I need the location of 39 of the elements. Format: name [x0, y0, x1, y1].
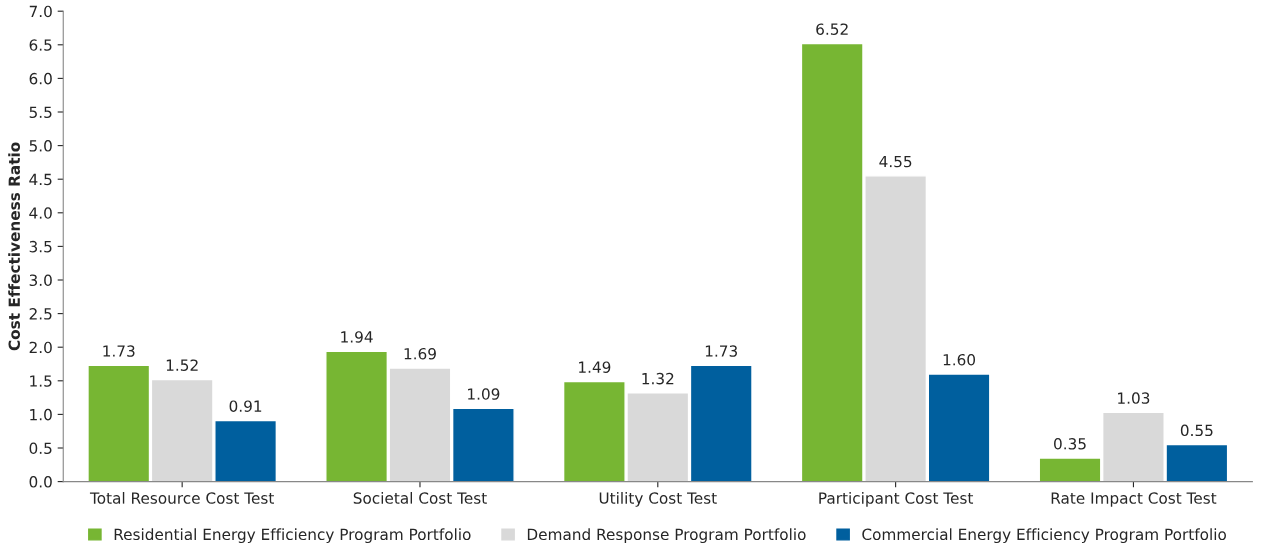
y-tick-label: 4.5 [29, 173, 52, 186]
y-tick-label: 2.0 [29, 341, 52, 354]
data-label: 0.35 [1054, 438, 1086, 450]
data-label: 1.32 [642, 372, 674, 385]
y-tick-label: 3.0 [29, 274, 52, 287]
y-tick-label: 0.5 [29, 442, 52, 455]
y-tick-label: 2.5 [29, 308, 52, 320]
data-label: 1.60 [943, 354, 976, 366]
data-label: 4.55 [879, 155, 912, 168]
data-label: 1.73 [103, 345, 135, 357]
y-axis-title: Cost Effectiveness Ratio [8, 142, 21, 351]
y-tick-label: 5.0 [29, 140, 52, 152]
data-label: 1.49 [579, 361, 611, 373]
x-tick-label: Societal Cost Test [353, 492, 487, 504]
data-label: 1.73 [705, 345, 737, 357]
y-tick-label: 1.5 [30, 375, 52, 387]
data-label: 0.55 [1180, 424, 1213, 437]
x-tick-label: Rate Impact Cost Test [1051, 492, 1217, 507]
data-label: 1.69 [404, 347, 436, 360]
y-tick-label: 5.5 [29, 106, 52, 119]
data-label: 1.52 [166, 359, 198, 371]
legend-label: Residential Energy Efficiency Program Portfolio [114, 528, 471, 544]
data-label: 1.09 [468, 388, 500, 400]
x-tick-label: Utility Cost Test [599, 492, 717, 507]
y-tick-label: 7.0 [29, 5, 52, 18]
legend-label: Demand Response Program Portfolio [527, 528, 806, 544]
y-tick-label: 6.0 [29, 72, 52, 85]
x-tick-label: Total Resource Cost Test [89, 492, 274, 504]
y-tick-label: 4.0 [29, 207, 52, 219]
y-tick-label: 0.0 [29, 476, 52, 488]
y-tick-label: 6.5 [29, 39, 52, 51]
y-tick-label: 3.5 [29, 240, 52, 253]
data-label: 1.94 [341, 331, 373, 343]
data-label: 6.52 [816, 23, 848, 35]
data-label: 1.03 [1118, 392, 1150, 404]
data-label: 0.91 [229, 400, 262, 412]
legend-label: Commercial Energy Efficiency Program Portfolio [862, 528, 1226, 544]
y-tick-label: 1.0 [30, 408, 52, 421]
x-tick-label: Participant Cost Test [819, 492, 974, 507]
